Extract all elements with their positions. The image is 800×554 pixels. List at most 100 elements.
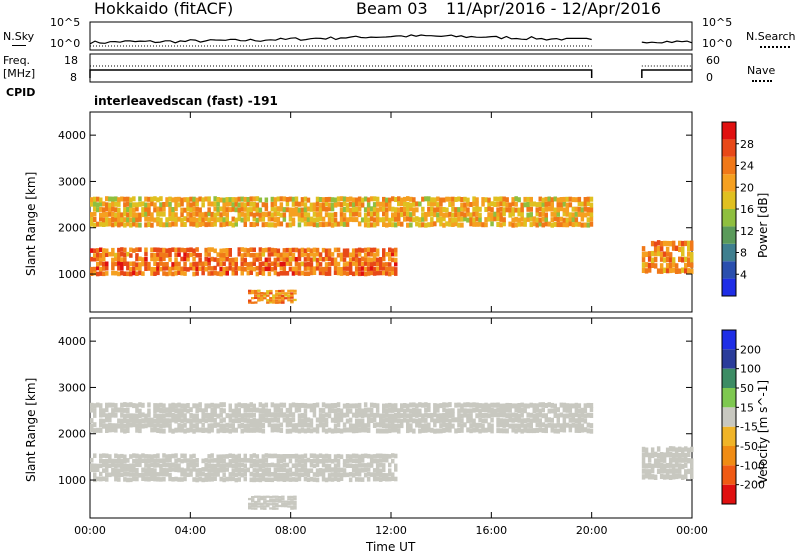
velocity-cell bbox=[291, 412, 296, 418]
velocity-cell bbox=[252, 418, 256, 423]
velocity-cell bbox=[144, 472, 148, 477]
velocity-cell bbox=[204, 418, 208, 424]
power-cell bbox=[442, 222, 446, 228]
power-cell bbox=[394, 247, 398, 253]
velocity-cell bbox=[360, 477, 365, 482]
velocity-cell bbox=[481, 413, 485, 418]
velocity-cell bbox=[108, 417, 112, 423]
velocity-ytick-label: 2000 bbox=[58, 428, 86, 441]
velocity-cell bbox=[472, 427, 476, 433]
power-cell bbox=[219, 212, 223, 218]
power-cell bbox=[257, 289, 261, 292]
power-cell bbox=[111, 201, 115, 207]
velocity-cell bbox=[330, 459, 335, 464]
power-cell bbox=[656, 240, 661, 246]
velocity-cell bbox=[252, 458, 256, 464]
power-cell bbox=[303, 271, 308, 276]
power-cell bbox=[318, 252, 323, 257]
power-cell bbox=[273, 257, 278, 263]
power-cell bbox=[345, 217, 350, 223]
power-cell bbox=[174, 196, 178, 202]
velocity-cell bbox=[493, 402, 497, 408]
power-cell bbox=[126, 261, 130, 267]
power-cell bbox=[267, 252, 272, 257]
velocity-cell bbox=[180, 477, 184, 482]
power-cell bbox=[150, 256, 154, 262]
velocity-cell bbox=[321, 408, 326, 414]
power-cell bbox=[460, 216, 464, 222]
power-cell bbox=[171, 262, 175, 267]
velocity-cell bbox=[650, 474, 655, 480]
power-cell bbox=[147, 202, 151, 208]
velocity-cell bbox=[348, 472, 353, 477]
power-cell bbox=[195, 247, 199, 252]
power-cell bbox=[261, 222, 266, 228]
power-cell bbox=[309, 221, 314, 227]
velocity-cell bbox=[412, 412, 416, 418]
power-cell bbox=[264, 202, 269, 208]
power-cell bbox=[306, 217, 311, 222]
power-cell bbox=[427, 196, 431, 202]
velocity-cell bbox=[150, 427, 154, 433]
power-cell bbox=[216, 261, 220, 267]
velocity-cell bbox=[210, 412, 214, 418]
velocity-cell bbox=[406, 407, 410, 413]
velocity-cell bbox=[644, 463, 649, 469]
power-cell bbox=[108, 221, 112, 227]
power-cell bbox=[264, 261, 269, 267]
power-cell bbox=[252, 206, 256, 212]
power-cell bbox=[309, 248, 314, 253]
velocity-cell bbox=[665, 469, 670, 475]
power-cell bbox=[263, 297, 267, 300]
power-cell bbox=[153, 256, 157, 262]
power-cell bbox=[102, 261, 106, 267]
power-cell bbox=[330, 212, 335, 218]
velocity-cell bbox=[460, 423, 464, 429]
power-cell bbox=[111, 261, 115, 266]
velocity-cell bbox=[391, 476, 395, 481]
velocity-cell bbox=[436, 418, 440, 424]
power-cell bbox=[330, 206, 335, 212]
velocity-cell bbox=[108, 402, 112, 408]
power-cell bbox=[189, 202, 193, 208]
velocity-cell bbox=[535, 427, 539, 433]
power-cell bbox=[424, 216, 428, 222]
velocity-cell bbox=[270, 427, 275, 433]
power-cell bbox=[171, 271, 175, 277]
power-cell bbox=[248, 299, 252, 302]
velocity-cell bbox=[228, 423, 232, 429]
velocity-cell bbox=[427, 407, 431, 413]
power-cell bbox=[201, 202, 205, 208]
power-cell bbox=[327, 206, 332, 212]
power-cell bbox=[111, 265, 115, 271]
power-cell bbox=[309, 202, 314, 208]
velocity-cell bbox=[177, 427, 181, 433]
velocity-cell bbox=[583, 427, 588, 433]
power-cell bbox=[248, 301, 252, 304]
power-cell bbox=[333, 257, 338, 263]
velocity-cell bbox=[114, 423, 118, 429]
velocity-cell bbox=[505, 428, 509, 434]
velocity-cell bbox=[333, 428, 338, 434]
power-cell bbox=[360, 202, 365, 208]
velocity-cell bbox=[339, 428, 344, 434]
velocity-cell bbox=[388, 468, 392, 473]
power-cell bbox=[123, 217, 127, 223]
power-cell bbox=[375, 212, 380, 218]
velocity-cell bbox=[532, 413, 536, 419]
velocity-cell bbox=[135, 423, 139, 429]
velocity-cell bbox=[475, 422, 479, 428]
power-cell bbox=[207, 211, 211, 217]
velocity-cell bbox=[303, 408, 308, 414]
power-cell bbox=[372, 252, 377, 258]
velocity-cell bbox=[287, 495, 291, 499]
velocity-cell bbox=[186, 408, 190, 414]
power-cell bbox=[529, 206, 533, 212]
power-cell bbox=[403, 216, 407, 222]
velocity-cell bbox=[297, 473, 302, 478]
velocity-cell bbox=[243, 463, 247, 468]
power-colorbar-label: Power [dB] bbox=[756, 192, 770, 258]
velocity-cell bbox=[207, 417, 211, 423]
velocity-cell bbox=[129, 402, 133, 408]
velocity-cell bbox=[360, 453, 365, 459]
